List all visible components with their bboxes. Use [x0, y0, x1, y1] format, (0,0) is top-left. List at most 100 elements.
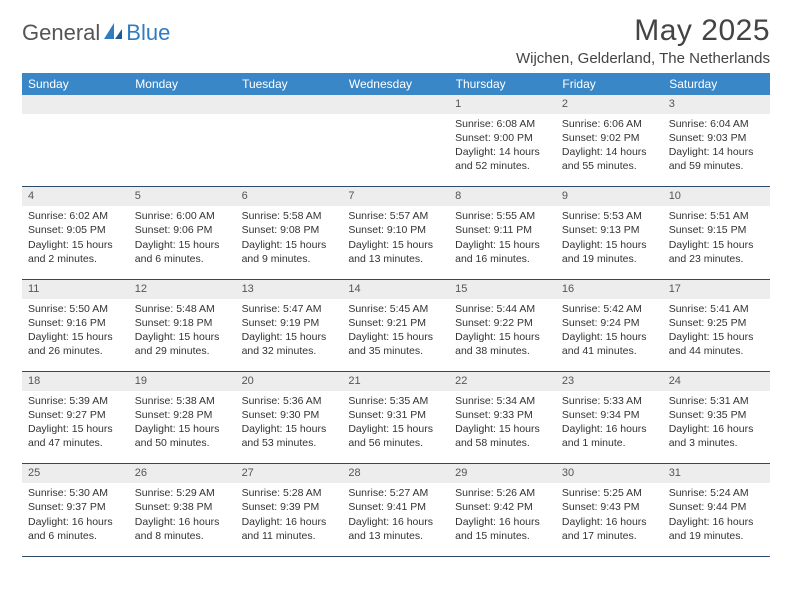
sunrise-line: Sunrise: 5:39 AM [28, 394, 123, 408]
calendar-table: SundayMondayTuesdayWednesdayThursdayFrid… [22, 73, 770, 557]
day-cell: Sunrise: 5:48 AMSunset: 9:18 PMDaylight:… [129, 299, 236, 372]
sunrise-line: Sunrise: 5:50 AM [28, 302, 123, 316]
day-cell: Sunrise: 5:53 AMSunset: 9:13 PMDaylight:… [556, 206, 663, 279]
location: Wijchen, Gelderland, The Netherlands [516, 50, 770, 67]
sunrise-line: Sunrise: 5:53 AM [562, 209, 657, 223]
day-cell: Sunrise: 5:27 AMSunset: 9:41 PMDaylight:… [342, 483, 449, 556]
sunset-line: Sunset: 9:25 PM [669, 316, 764, 330]
day-cell: Sunrise: 5:35 AMSunset: 9:31 PMDaylight:… [342, 391, 449, 464]
sunset-line: Sunset: 9:43 PM [562, 500, 657, 514]
daylight-line: Daylight: 15 hours and 50 minutes. [135, 422, 230, 450]
day-number [22, 95, 129, 114]
sunrise-line: Sunrise: 5:34 AM [455, 394, 550, 408]
day-number: 29 [449, 464, 556, 483]
day-number: 12 [129, 279, 236, 298]
weekday-header: Sunday [22, 73, 129, 95]
daylight-line: Daylight: 15 hours and 23 minutes. [669, 238, 764, 266]
brand-part1: General [22, 20, 100, 46]
daylight-line: Daylight: 15 hours and 16 minutes. [455, 238, 550, 266]
sunset-line: Sunset: 9:16 PM [28, 316, 123, 330]
daylight-line: Daylight: 15 hours and 53 minutes. [242, 422, 337, 450]
title-block: May 2025 Wijchen, Gelderland, The Nether… [516, 14, 770, 67]
day-content-row: Sunrise: 5:39 AMSunset: 9:27 PMDaylight:… [22, 391, 770, 464]
day-cell: Sunrise: 5:26 AMSunset: 9:42 PMDaylight:… [449, 483, 556, 556]
daylight-line: Daylight: 16 hours and 17 minutes. [562, 515, 657, 543]
sunrise-line: Sunrise: 5:28 AM [242, 486, 337, 500]
day-cell [342, 114, 449, 187]
daylight-line: Daylight: 15 hours and 19 minutes. [562, 238, 657, 266]
brand-logo: General Blue [22, 20, 170, 46]
sunset-line: Sunset: 9:39 PM [242, 500, 337, 514]
day-number: 8 [449, 187, 556, 206]
daylight-line: Daylight: 15 hours and 2 minutes. [28, 238, 123, 266]
daylight-line: Daylight: 16 hours and 1 minute. [562, 422, 657, 450]
day-number: 17 [663, 279, 770, 298]
day-cell: Sunrise: 5:34 AMSunset: 9:33 PMDaylight:… [449, 391, 556, 464]
day-number: 16 [556, 279, 663, 298]
daylight-line: Daylight: 14 hours and 59 minutes. [669, 145, 764, 173]
day-cell [22, 114, 129, 187]
day-number: 4 [22, 187, 129, 206]
daylight-line: Daylight: 15 hours and 41 minutes. [562, 330, 657, 358]
weekday-header: Wednesday [342, 73, 449, 95]
day-number: 2 [556, 95, 663, 114]
day-cell: Sunrise: 5:30 AMSunset: 9:37 PMDaylight:… [22, 483, 129, 556]
day-number: 21 [342, 372, 449, 391]
day-number-row: 45678910 [22, 187, 770, 206]
daylight-line: Daylight: 16 hours and 13 minutes. [348, 515, 443, 543]
sunrise-line: Sunrise: 5:36 AM [242, 394, 337, 408]
sunrise-line: Sunrise: 5:47 AM [242, 302, 337, 316]
day-number: 25 [22, 464, 129, 483]
day-number: 3 [663, 95, 770, 114]
day-cell: Sunrise: 5:45 AMSunset: 9:21 PMDaylight:… [342, 299, 449, 372]
sunset-line: Sunset: 9:31 PM [348, 408, 443, 422]
daylight-line: Daylight: 16 hours and 3 minutes. [669, 422, 764, 450]
weekday-header: Monday [129, 73, 236, 95]
sunrise-line: Sunrise: 5:24 AM [669, 486, 764, 500]
sunset-line: Sunset: 9:15 PM [669, 223, 764, 237]
sunrise-line: Sunrise: 5:45 AM [348, 302, 443, 316]
day-content-row: Sunrise: 6:02 AMSunset: 9:05 PMDaylight:… [22, 206, 770, 279]
day-cell: Sunrise: 5:36 AMSunset: 9:30 PMDaylight:… [236, 391, 343, 464]
sunset-line: Sunset: 9:13 PM [562, 223, 657, 237]
sunset-line: Sunset: 9:06 PM [135, 223, 230, 237]
weekday-header: Thursday [449, 73, 556, 95]
day-number-row: 11121314151617 [22, 279, 770, 298]
header: General Blue May 2025 Wijchen, Gelderlan… [22, 14, 770, 67]
day-cell: Sunrise: 6:08 AMSunset: 9:00 PMDaylight:… [449, 114, 556, 187]
day-cell [236, 114, 343, 187]
sunrise-line: Sunrise: 5:27 AM [348, 486, 443, 500]
sunset-line: Sunset: 9:30 PM [242, 408, 337, 422]
sunrise-line: Sunrise: 6:08 AM [455, 117, 550, 131]
day-number [129, 95, 236, 114]
sunrise-line: Sunrise: 5:33 AM [562, 394, 657, 408]
day-number: 24 [663, 372, 770, 391]
sunset-line: Sunset: 9:34 PM [562, 408, 657, 422]
sunrise-line: Sunrise: 5:51 AM [669, 209, 764, 223]
daylight-line: Daylight: 15 hours and 26 minutes. [28, 330, 123, 358]
sunrise-line: Sunrise: 5:35 AM [348, 394, 443, 408]
day-number-row: 25262728293031 [22, 464, 770, 483]
sunset-line: Sunset: 9:24 PM [562, 316, 657, 330]
daylight-line: Daylight: 15 hours and 47 minutes. [28, 422, 123, 450]
sunrise-line: Sunrise: 5:41 AM [669, 302, 764, 316]
day-number: 20 [236, 372, 343, 391]
sunset-line: Sunset: 9:22 PM [455, 316, 550, 330]
sunset-line: Sunset: 9:21 PM [348, 316, 443, 330]
sunrise-line: Sunrise: 5:57 AM [348, 209, 443, 223]
day-cell: Sunrise: 5:29 AMSunset: 9:38 PMDaylight:… [129, 483, 236, 556]
day-cell: Sunrise: 5:24 AMSunset: 9:44 PMDaylight:… [663, 483, 770, 556]
day-cell: Sunrise: 5:25 AMSunset: 9:43 PMDaylight:… [556, 483, 663, 556]
sunrise-line: Sunrise: 5:25 AM [562, 486, 657, 500]
daylight-line: Daylight: 14 hours and 52 minutes. [455, 145, 550, 173]
day-content-row: Sunrise: 5:50 AMSunset: 9:16 PMDaylight:… [22, 299, 770, 372]
day-cell: Sunrise: 5:51 AMSunset: 9:15 PMDaylight:… [663, 206, 770, 279]
sunrise-line: Sunrise: 5:42 AM [562, 302, 657, 316]
day-cell: Sunrise: 5:41 AMSunset: 9:25 PMDaylight:… [663, 299, 770, 372]
day-cell: Sunrise: 6:00 AMSunset: 9:06 PMDaylight:… [129, 206, 236, 279]
sunset-line: Sunset: 9:11 PM [455, 223, 550, 237]
sunset-line: Sunset: 9:00 PM [455, 131, 550, 145]
sunrise-line: Sunrise: 5:48 AM [135, 302, 230, 316]
sunset-line: Sunset: 9:03 PM [669, 131, 764, 145]
daylight-line: Daylight: 16 hours and 15 minutes. [455, 515, 550, 543]
